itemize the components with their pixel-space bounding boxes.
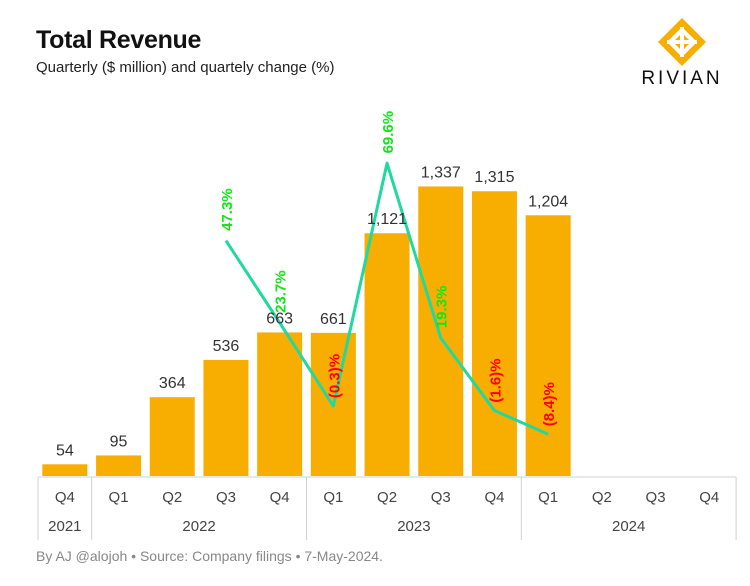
change-value-label: (1.6)% (487, 358, 504, 402)
x-tick-label: Q3 (431, 489, 451, 506)
x-tick-label: Q4 (55, 489, 75, 506)
bar-value-label: 1,121 (367, 211, 407, 228)
bar-value-label: 536 (213, 338, 240, 355)
x-tick-label: Q4 (484, 489, 504, 506)
bar (257, 332, 303, 476)
bar (418, 186, 464, 477)
x-tick-label: Q3 (646, 489, 666, 506)
year-label: 2022 (182, 518, 215, 535)
year-label: 2023 (397, 518, 430, 535)
change-value-label: 69.6% (380, 111, 397, 154)
x-tick-label: Q1 (109, 489, 129, 506)
change-value-label: (0.3)% (326, 354, 343, 398)
x-tick-label: Q4 (699, 489, 719, 506)
bar-value-label: 54 (56, 442, 74, 459)
bar-value-label: 1,204 (528, 193, 568, 210)
footer-source: By AJ @alojoh • Source: Company filings … (36, 548, 383, 564)
rivian-logo: RIVIAN (632, 18, 732, 90)
bar (42, 464, 88, 476)
rivian-logo-icon (658, 18, 706, 66)
logo-wordmark: RIVIAN (641, 68, 723, 89)
change-value-label: 47.3% (219, 188, 236, 231)
chart-title: Total Revenue (36, 26, 202, 54)
bar-value-label: 364 (159, 375, 186, 392)
x-tick-label: Q2 (377, 489, 397, 506)
bar (149, 397, 195, 476)
bar (364, 233, 410, 476)
bar-value-label: 1,337 (421, 164, 461, 181)
bar (471, 191, 517, 476)
bar (525, 215, 571, 476)
bar (96, 455, 142, 476)
change-value-label: (8.4)% (541, 382, 558, 426)
bar (203, 359, 249, 476)
bar-value-label: 1,315 (474, 169, 514, 186)
x-tick-label: Q1 (323, 489, 343, 506)
x-tick-label: Q3 (216, 489, 236, 506)
change-line (224, 161, 549, 436)
x-tick-label: Q2 (162, 489, 182, 506)
change-value-label: 19.3% (434, 286, 451, 329)
bar-value-label: 661 (320, 311, 347, 328)
x-tick-label: Q2 (592, 489, 612, 506)
x-tick-label: Q1 (538, 489, 558, 506)
bar-value-label: 663 (266, 310, 293, 327)
year-label: 2021 (48, 518, 81, 535)
year-label: 2024 (612, 518, 645, 535)
x-tick-label: Q4 (270, 489, 290, 506)
change-value-label: 23.7% (273, 270, 290, 313)
chart-subtitle: Quarterly ($ million) and quartely chang… (36, 59, 335, 76)
bar-value-label: 95 (110, 433, 128, 450)
